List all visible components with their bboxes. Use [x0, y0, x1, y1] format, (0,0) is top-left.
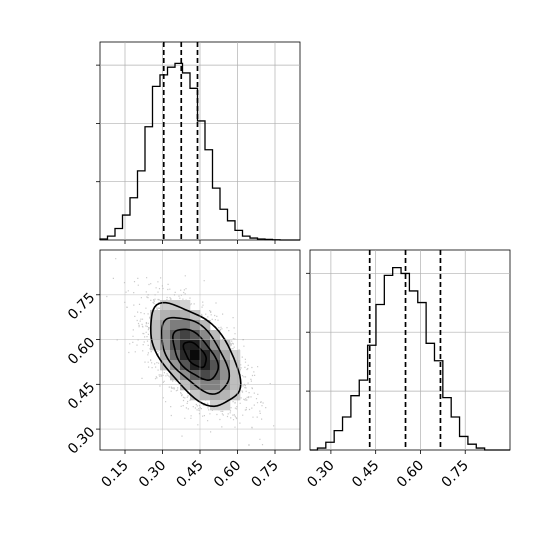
density-cell [230, 380, 241, 391]
y-marginal-grid [310, 250, 510, 450]
density-cell [180, 310, 191, 321]
y-marginal-frame [309, 249, 511, 451]
density-cell [160, 330, 171, 341]
density-cell [170, 320, 181, 331]
density-cell [230, 360, 241, 371]
x-marginal-ticks [96, 64, 276, 244]
density-cell [180, 300, 191, 311]
contour-level-3 [150, 301, 242, 408]
right-xtick-label-2: 0.60 [394, 458, 427, 491]
joint-xtick-label-4: 0.75 [248, 458, 281, 491]
density-cell [220, 370, 231, 381]
density-cell [180, 330, 191, 341]
density-cell [180, 350, 191, 361]
density-cell [170, 370, 181, 381]
density-cell [230, 370, 241, 381]
joint-grid [100, 250, 300, 450]
density-cell [220, 350, 231, 361]
joint-xtick-label-2: 0.45 [173, 458, 206, 491]
density-cell [200, 320, 211, 331]
density-cell [150, 320, 161, 331]
joint-xtick-label-1: 0.30 [136, 458, 169, 491]
density-cell [170, 360, 181, 371]
density-cell [190, 320, 201, 331]
joint-x-ticks: 0.15 0.30 0.45 0.60 0.75 [98, 450, 282, 491]
x-marginal-histogram [96, 41, 301, 244]
joint-ytick-label-2: 0.60 [65, 335, 98, 368]
contour-level-0 [182, 341, 208, 369]
density-cell [180, 340, 191, 351]
density-cell [190, 350, 201, 361]
joint-ytick-label-0: 0.30 [65, 424, 98, 457]
joint-density-cells [150, 300, 241, 411]
top-histogram-outline [99, 62, 300, 241]
density-cell [150, 330, 161, 341]
density-cell [220, 360, 231, 371]
joint-xtick-label-0: 0.15 [98, 458, 131, 491]
density-cell [180, 320, 191, 331]
right-xtick-label-1: 0.45 [349, 458, 382, 491]
right-histogram-outline [310, 266, 510, 451]
density-cell [210, 330, 221, 341]
density-cell [220, 340, 231, 351]
density-cell [170, 310, 181, 321]
density-cell [180, 360, 191, 371]
right-xtick-label-0: 0.30 [304, 458, 337, 491]
density-cell [220, 390, 231, 401]
density-cell [210, 390, 221, 401]
joint-ytick-label-3: 0.75 [65, 290, 98, 323]
density-cell [200, 380, 211, 391]
joint-xtick-label-3: 0.60 [211, 458, 244, 491]
contour-level-2 [161, 316, 231, 395]
density-cell [210, 340, 221, 351]
density-cell [210, 400, 221, 411]
y-marginal-bars [310, 266, 510, 451]
joint-contours [150, 301, 242, 408]
density-cell [200, 370, 211, 381]
density-cell [190, 340, 201, 351]
density-cell [210, 380, 221, 391]
density-cell [190, 390, 201, 401]
x-marginal-quantiles [162, 42, 199, 240]
joint-y-ticks: 0.30 0.45 0.60 0.75 [65, 290, 100, 458]
density-cell [160, 310, 171, 321]
density-cell [180, 370, 191, 381]
density-cell [180, 380, 191, 391]
joint-density-panel: 0.15 0.30 0.45 0.60 0.75 0.300.450.600.75 [65, 249, 301, 491]
density-cell [190, 330, 201, 341]
density-cell [200, 330, 211, 341]
density-cell [160, 300, 171, 311]
y-marginal-histogram: 0.30 0.45 0.60 0.75 [304, 249, 511, 491]
density-cell [170, 340, 181, 351]
density-cell [170, 330, 181, 341]
density-cell [150, 310, 161, 321]
y-marginal-quantiles [368, 250, 442, 450]
density-cell [160, 320, 171, 331]
density-cell [200, 390, 211, 401]
contour-level-1 [171, 328, 220, 382]
density-cell [200, 340, 211, 351]
density-cell [170, 350, 181, 361]
density-cell [210, 360, 221, 371]
density-cell [220, 400, 231, 411]
density-cell [160, 340, 171, 351]
x-marginal-bars [99, 62, 300, 241]
density-cell [150, 340, 161, 351]
joint-ytick-label-1: 0.45 [65, 379, 98, 412]
y-marginal-ticks: 0.30 0.45 0.60 0.75 [304, 272, 472, 491]
right-xtick-label-3: 0.75 [439, 458, 472, 491]
density-cell [190, 310, 201, 321]
density-cell [230, 350, 241, 361]
density-cell [210, 350, 221, 361]
